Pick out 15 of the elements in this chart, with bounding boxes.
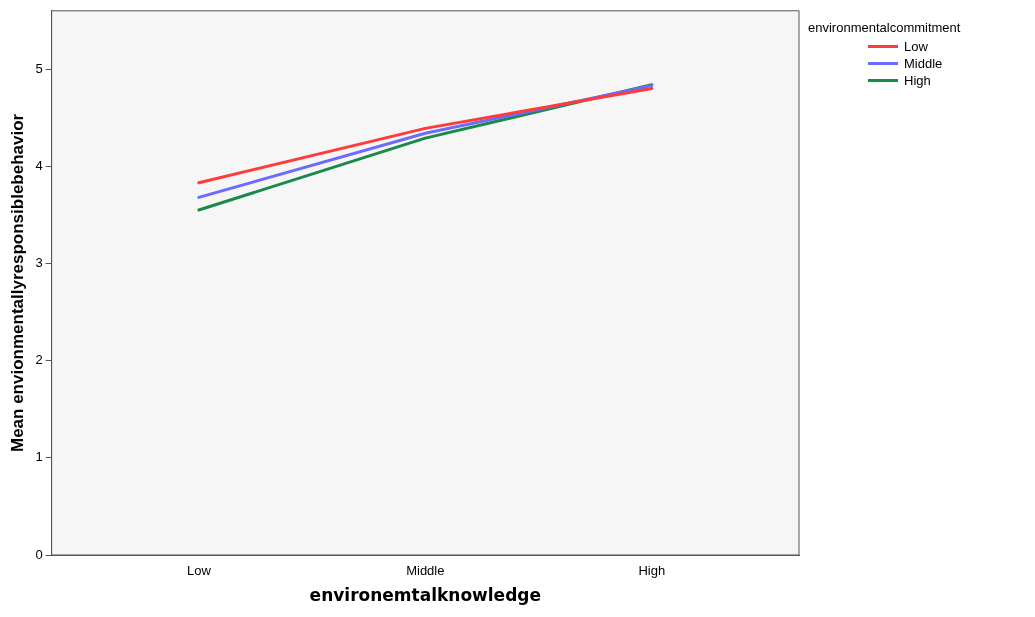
y-axis-title: Mean envionmentallyresponsiblebehavior	[7, 113, 27, 453]
x-tick-label: Middle	[406, 563, 445, 579]
y-tick-label: 4	[35, 157, 43, 173]
y-tick-label: 5	[35, 60, 43, 76]
legend-label: High	[904, 73, 931, 88]
y-tick-label: 3	[35, 255, 43, 271]
y-tick-label: 1	[35, 449, 43, 465]
legend-label: Middle	[904, 56, 943, 71]
legend-label: Low	[904, 39, 928, 54]
x-tick-label: High	[638, 563, 666, 579]
x-axis-title: environemtalknowledge	[309, 585, 542, 606]
y-tick-label: 0	[35, 546, 43, 562]
x-tick-label: Low	[186, 563, 212, 579]
legend-title: environmentalcommitment	[808, 20, 961, 35]
y-tick-label: 2	[35, 352, 43, 368]
